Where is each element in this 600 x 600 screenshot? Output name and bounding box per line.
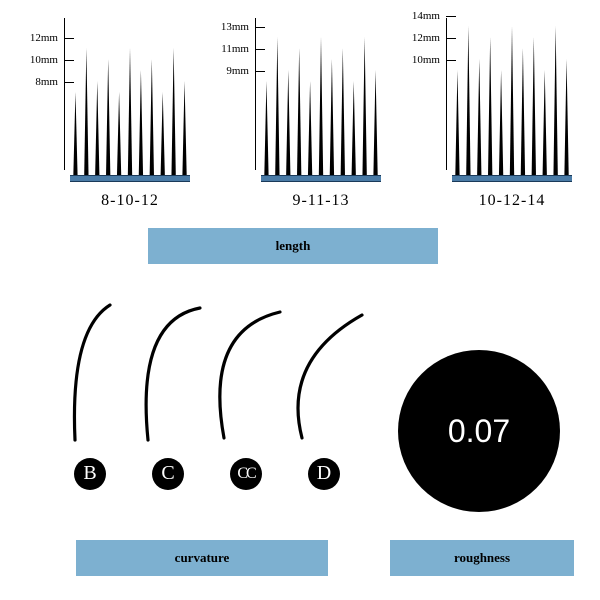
lash-caption: 8-10-12 (68, 192, 192, 210)
roughness-circle: 0.07 (398, 350, 560, 512)
lash-group-0: 12mm 10mm 8mm 8-10-12 (24, 10, 194, 210)
lashes-1 (261, 20, 381, 180)
length-row: 12mm10mm8mm 8-10-12 13mm11mm9mm 9-11-13 … (0, 10, 600, 210)
roughness-label: roughness (390, 540, 574, 576)
scale-tick-label: 9mm (226, 65, 249, 77)
lash-caption: 10-12-14 (450, 192, 574, 210)
curvature-badge: CC (230, 458, 262, 490)
curvature-badge: C (152, 458, 184, 490)
length-label: length (148, 228, 438, 264)
lash-strip (261, 175, 381, 182)
scale-tick-label: 11mm (221, 43, 249, 55)
scale-0: 12mm 10mm 8mm (24, 10, 68, 170)
lashes-2 (452, 20, 572, 180)
lash-group-2: 14mm 12mm 10mm 10-12-14 (406, 10, 576, 210)
scale-tick-label: 12mm (412, 32, 440, 44)
curvature-label: curvature (76, 540, 328, 576)
scale-tick-label: 8mm (35, 76, 58, 88)
curvature-badge: D (308, 458, 340, 490)
lash-strip (452, 175, 572, 182)
scale-tick-label: 13mm (221, 21, 249, 33)
lashes-0 (70, 20, 190, 180)
curvature-item-c: C (128, 300, 208, 490)
scale-2: 14mm 12mm 10mm (406, 10, 450, 170)
curvature-item-cc: CC (206, 300, 286, 490)
curvature-item-b: B (50, 300, 130, 490)
curvature-row: BCCCD (50, 300, 370, 520)
curvature-badge: B (74, 458, 106, 490)
scale-tick-label: 14mm (412, 10, 440, 22)
scale-1: 13mm 11mm 9mm (215, 10, 259, 170)
lash-group-1: 13mm 11mm 9mm 9-11-13 (215, 10, 385, 210)
lash-caption: 9-11-13 (259, 192, 383, 210)
scale-tick-label: 10mm (412, 54, 440, 66)
curvature-item-d: D (284, 300, 364, 490)
lash-strip (70, 175, 190, 182)
scale-tick-label: 10mm (30, 54, 58, 66)
roughness-value: 0.07 (448, 413, 510, 450)
scale-tick-label: 12mm (30, 32, 58, 44)
